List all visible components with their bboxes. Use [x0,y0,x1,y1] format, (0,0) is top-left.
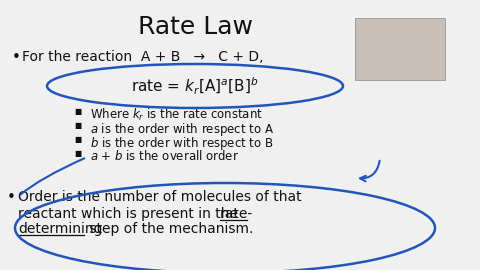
Text: ■: ■ [74,149,81,158]
Text: Order is the number of molecules of that: Order is the number of molecules of that [18,190,301,204]
Text: $a$ + $b$ is the overall order: $a$ + $b$ is the overall order [90,149,239,163]
Text: ■: ■ [74,121,81,130]
Text: $a$ is the order with respect to A: $a$ is the order with respect to A [90,121,274,138]
Text: rate-: rate- [220,207,253,221]
Text: •: • [7,190,16,205]
Text: Where $k_r$ is the rate constant: Where $k_r$ is the rate constant [90,107,263,123]
Text: For the reaction  A + B   →   C + D,: For the reaction A + B → C + D, [22,50,264,64]
Text: Rate Law: Rate Law [137,15,252,39]
FancyArrowPatch shape [360,161,380,181]
FancyBboxPatch shape [355,18,445,80]
Text: ■: ■ [74,135,81,144]
Text: ■: ■ [74,107,81,116]
Text: $b$ is the order with respect to B: $b$ is the order with respect to B [90,135,274,152]
Text: determining: determining [18,222,103,236]
Text: reactant which is present in the: reactant which is present in the [18,207,242,221]
Text: rate = $k_r$[A]$^a$[B]$^b$: rate = $k_r$[A]$^a$[B]$^b$ [132,75,259,97]
Text: step of the mechanism.: step of the mechanism. [85,222,253,236]
Text: •: • [12,50,21,65]
